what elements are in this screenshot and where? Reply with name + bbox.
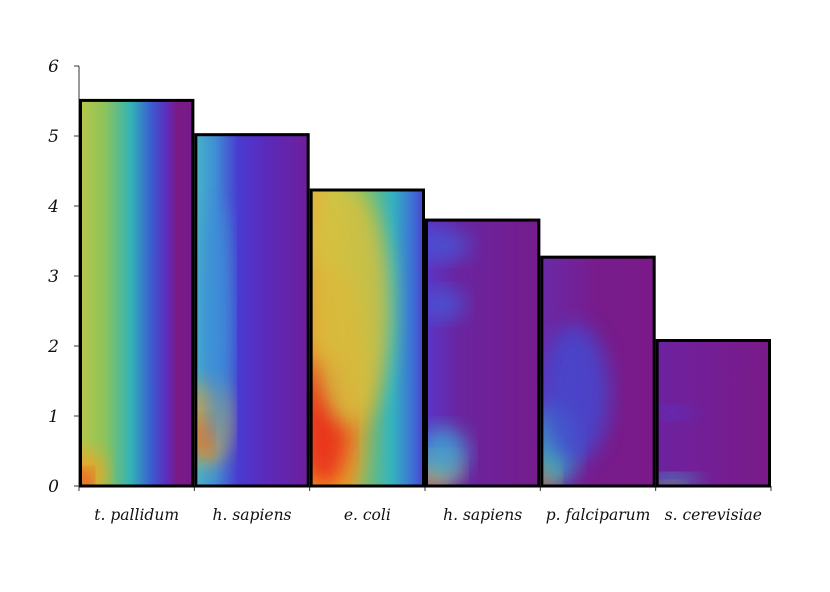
- y-tick-label: 6: [48, 57, 59, 77]
- bar-fill: [425, 218, 541, 486]
- y-tick-label: 1: [48, 407, 59, 427]
- bar-heat-spot: [540, 324, 610, 463]
- bar-fill: [655, 339, 771, 486]
- bar-outline: [79, 98, 195, 488]
- bar-heat-spot: [655, 406, 697, 419]
- bar-fill: [540, 255, 656, 486]
- bar-fill: [79, 98, 195, 487]
- labels-group: 0 1 2 3 4 5 6 t. pallidum h. sapiens e. coli h. sa…: [47, 57, 762, 524]
- bar-heat-spot: [79, 470, 92, 487]
- y-tick-label: 3: [48, 267, 59, 287]
- bar-2: [309, 188, 425, 488]
- bar-outline: [425, 218, 541, 488]
- x-tick-label: e. coli: [344, 506, 391, 524]
- bar-fill: [309, 188, 425, 486]
- bars-group: [79, 98, 772, 488]
- bar-fill: [194, 133, 310, 486]
- bar-heat-spot: [425, 427, 468, 481]
- bar-outline: [194, 133, 310, 488]
- bar-outline: [655, 339, 772, 488]
- bar-heat-spot: [194, 418, 213, 455]
- x-tick-label: t. pallidum: [94, 506, 179, 524]
- bar-4: [540, 255, 656, 488]
- bar-1: [194, 133, 310, 488]
- bar-3: [425, 218, 541, 488]
- x-tick-label: h. sapiens: [212, 506, 291, 524]
- y-tick-label: 4: [47, 197, 59, 217]
- x-tick-label: p. falciparum: [546, 506, 651, 524]
- bar-outline: [309, 188, 425, 488]
- bar-5: [655, 339, 772, 488]
- bar-gradient: [79, 98, 195, 487]
- x-tick-label: s. cerevisiae: [665, 506, 762, 524]
- bar-heat-spot: [425, 229, 472, 262]
- y-tick-label: 2: [47, 337, 59, 357]
- bar-heat-spot: [203, 203, 232, 451]
- y-tick-label: 5: [48, 127, 59, 147]
- y-tick-label: 0: [48, 477, 59, 497]
- bar-outline: [540, 255, 656, 488]
- bar-0: [79, 98, 195, 488]
- bar-heat-spot: [425, 288, 466, 321]
- bar-heat-spot: [309, 188, 391, 427]
- x-tick-label: h. sapiens: [443, 506, 522, 524]
